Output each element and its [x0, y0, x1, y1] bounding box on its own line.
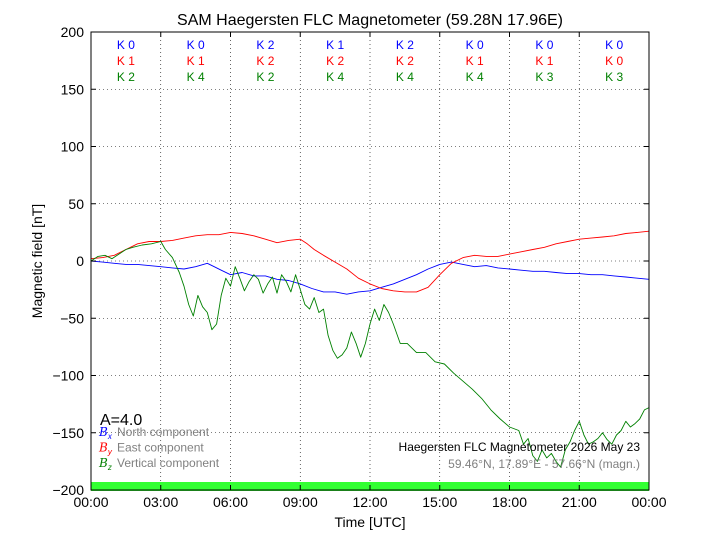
x-tick-label: 15:00 [422, 494, 457, 510]
legend-label: East component [117, 441, 204, 455]
k-index-label: K 0 [187, 38, 205, 52]
k-index-label: K 2 [117, 70, 135, 84]
k-index-label: K 2 [396, 54, 414, 68]
y-tick-label: −100 [52, 368, 84, 384]
y-tick-label: −150 [52, 425, 84, 441]
k-index-label: K 4 [187, 70, 205, 84]
k-index-label: K 2 [256, 70, 274, 84]
coords-label: 59.46°N, 17.89°E - 57.66°N (magn.) [448, 457, 640, 471]
series-line [90, 230, 650, 293]
k-index-label: K 0 [535, 38, 553, 52]
x-tick-label: 21:00 [562, 494, 597, 510]
chart-title: SAM Haegersten FLC Magnetometer (59.28N … [177, 12, 563, 29]
station-label: Haegersten FLC Magnetometer 2026 May 23 [399, 440, 641, 454]
x-tick-label: 12:00 [352, 494, 387, 510]
x-axis-label: Time [UTC] [334, 514, 405, 530]
k-index-table: K 0 K 0 K 2 K 1 K 2 K 0 K 0 K 0 K 1 K 1 K 2 K 2 K 2 K… [117, 38, 624, 84]
y-tick-label: 100 [61, 139, 85, 155]
legend-entry: Bz [98, 456, 112, 472]
k-index-label: K 0 [605, 38, 623, 52]
axis-ticks: 00:00 03:00 06:00 09:00 12:00 15:00 18:00 21:00… [52, 24, 666, 510]
series-line [90, 241, 650, 468]
y-tick-label: 200 [61, 24, 85, 40]
legend: Bx North component By East component Bz Verti… [98, 425, 220, 472]
k-index-label: K 0 [605, 54, 623, 68]
x-tick-label: 06:00 [213, 494, 248, 510]
legend-entry: By [98, 441, 113, 457]
k-index-label: K 4 [396, 70, 414, 84]
k-index-label: K 2 [396, 38, 414, 52]
k-index-label: K 1 [466, 54, 484, 68]
k-index-label: K 4 [326, 70, 344, 84]
x-tick-label: 18:00 [492, 494, 527, 510]
k-index-label: K 1 [326, 38, 344, 52]
x-tick-label: 03:00 [143, 494, 178, 510]
k-index-label: K 1 [187, 54, 205, 68]
y-tick-label: −50 [60, 310, 84, 326]
series-line [90, 260, 650, 295]
x-tick-label: 00:00 [631, 494, 666, 510]
k-index-label: K 2 [256, 54, 274, 68]
x-tick-label: 00:00 [73, 494, 108, 510]
k-index-label: K 2 [256, 38, 274, 52]
k-index-label: K 4 [466, 70, 484, 84]
k-index-label: K 0 [466, 38, 484, 52]
activity-index-label: A=4.0 [100, 412, 142, 429]
legend-label: Vertical component [117, 456, 220, 470]
k-index-label: K 3 [535, 70, 553, 84]
k-index-label: K 1 [117, 54, 135, 68]
y-tick-label: 0 [76, 253, 84, 269]
series-layer [90, 230, 650, 468]
y-axis-label: Magnetic field [nT] [29, 204, 45, 318]
legend-entry: Bx [98, 425, 113, 441]
k-index-label: K 1 [535, 54, 553, 68]
k-index-label: K 3 [605, 70, 623, 84]
k-index-label: K 0 [117, 38, 135, 52]
x-tick-label: 09:00 [283, 494, 318, 510]
legend-label: North component [117, 425, 210, 439]
y-tick-label: 50 [68, 196, 84, 212]
y-tick-label: −200 [52, 482, 84, 498]
y-tick-label: 150 [61, 81, 85, 97]
grid [91, 32, 649, 490]
k-index-label: K 2 [326, 54, 344, 68]
